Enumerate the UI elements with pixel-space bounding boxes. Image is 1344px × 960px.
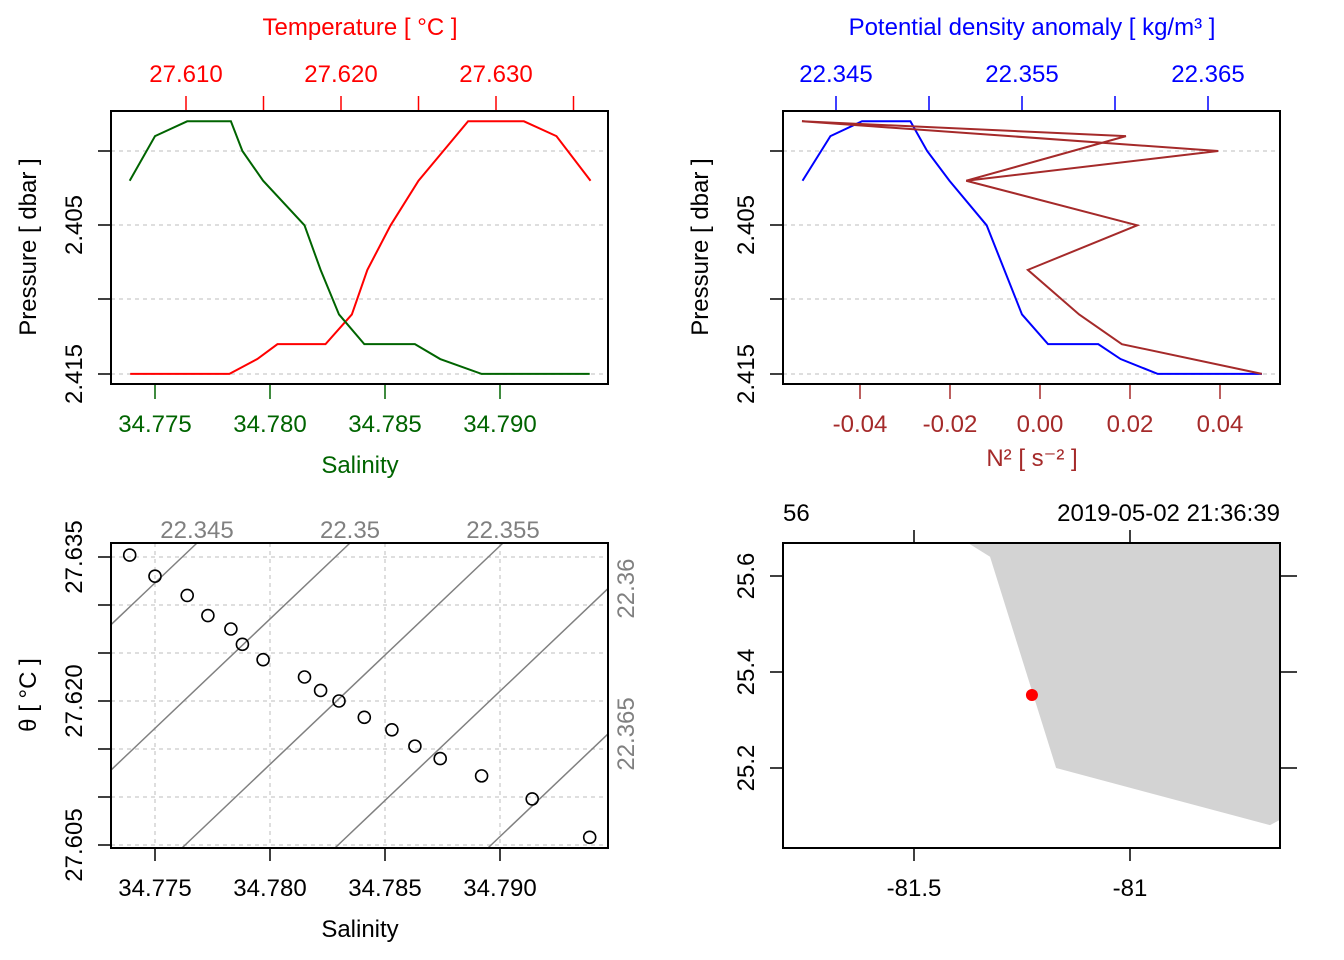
ts-data-point (235, 637, 250, 652)
ts-data-point (474, 769, 489, 783)
density-n2-panel: Potential density anomaly [ kg/m³ ] N² [… (687, 14, 1281, 472)
temperature-tick-label: 27.620 (304, 61, 377, 88)
salinity-tick-label: 34.780 (233, 875, 306, 902)
salinity-profile-line (128, 120, 590, 375)
plot-frame (782, 110, 1281, 385)
plot-frame (110, 542, 609, 849)
station-marker (1025, 689, 1038, 702)
latitude-tick-label: 25.4 (733, 649, 760, 696)
isopycnal-label: 22.355 (466, 517, 539, 544)
ts-data-point (357, 710, 372, 725)
isopycnal-label: 22.345 (160, 517, 233, 544)
salinity-tick-label: 34.785 (348, 411, 421, 438)
ts-data-point (332, 694, 346, 708)
n2-tick-label: 0.02 (1107, 411, 1154, 438)
salinity-tick-label: 34.775 (118, 411, 191, 438)
ts-data-point (385, 722, 399, 737)
ts-data-point (525, 792, 540, 806)
temperature-tick-label: 27.610 (149, 61, 222, 88)
isopycnal-label: 22.35 (320, 517, 380, 544)
station-id: 56 (783, 500, 810, 527)
density-tick-label: 22.345 (799, 61, 872, 88)
station-map-panel: 56 2019-05-02 21:36:39 -81.5 -81 25.6 25.4 2… (733, 500, 1297, 902)
plot-frame (110, 110, 609, 385)
temperature-axis-title: Temperature [ °C ] (263, 14, 458, 41)
salinity-axis-title: Salinity (321, 916, 398, 943)
ts-data-point (122, 548, 137, 562)
ts-data-point (408, 739, 422, 753)
longitude-tick-label: -81.5 (887, 875, 942, 902)
density-profile-line (801, 120, 1262, 375)
temperature-profile-line (130, 120, 592, 375)
salinity-tick-label: 34.780 (233, 411, 306, 438)
longitude-tick-label: -81 (1113, 875, 1148, 902)
isopycnal-line (487, 733, 609, 849)
pressure-tick-label: 2.415 (733, 344, 760, 404)
temperature-tick-label: 27.630 (459, 61, 532, 88)
theta-tick-label: 27.620 (61, 664, 88, 737)
theta-axis-title: θ [ °C ] (15, 658, 42, 732)
ts-data-point (224, 622, 238, 636)
latitude-tick-label: 25.6 (733, 553, 760, 600)
ts-data-point (201, 608, 215, 623)
n2-tick-label: 0.00 (1017, 411, 1064, 438)
n2-tick-label: 0.04 (1197, 411, 1244, 438)
station-time: 2019-05-02 21:36:39 (1057, 500, 1280, 527)
salinity-axis-title: Salinity (321, 452, 398, 479)
theta-tick-label: 27.605 (61, 808, 88, 881)
isopycnal-line (110, 542, 351, 771)
density-tick-label: 22.355 (985, 61, 1058, 88)
salinity-tick-label: 34.790 (463, 875, 536, 902)
pressure-tick-label: 2.405 (733, 195, 760, 255)
latitude-tick-label: 25.2 (733, 745, 760, 792)
n2-tick-label: -0.02 (923, 411, 978, 438)
ts-data-point (297, 670, 312, 684)
ts-diagram-panel: Salinity θ [ °C ] 34.775 34.780 34.785 34.7… (15, 517, 640, 943)
land-polygon (968, 543, 1280, 826)
density-axis-title: Potential density anomaly [ kg/m³ ] (849, 14, 1216, 41)
theta-tick-label: 27.635 (61, 520, 88, 593)
ts-data-point (313, 683, 328, 698)
salinity-tick-label: 34.775 (118, 875, 191, 902)
ts-data-point (582, 830, 597, 845)
ts-data-point (180, 588, 194, 603)
pressure-tick-label: 2.405 (61, 195, 88, 255)
isopycnal-line (110, 542, 198, 626)
salinity-tick-label: 34.790 (463, 411, 536, 438)
ts-data-point (256, 652, 270, 667)
isopycnal-label: 22.36 (613, 559, 640, 619)
isopycnal-lines (110, 542, 609, 849)
n2-profile-line (801, 120, 1263, 375)
n2-tick-label: -0.04 (833, 411, 888, 438)
ts-data-point (433, 751, 448, 766)
n2-axis-title: N² [ s⁻² ] (986, 445, 1077, 472)
map-content (968, 543, 1280, 826)
isopycnal-label: 22.365 (613, 697, 640, 770)
pressure-axis-title: Pressure [ dbar ] (15, 158, 42, 335)
salinity-tick-label: 34.785 (348, 875, 421, 902)
density-tick-label: 22.365 (1171, 61, 1244, 88)
ts-data-point (148, 569, 162, 584)
pressure-axis-title: Pressure [ dbar ] (687, 158, 714, 335)
pressure-tick-label: 2.415 (61, 344, 88, 404)
map-frame (782, 542, 1281, 849)
temperature-salinity-panel: Temperature [ °C ] Salinity Pressure [ d… (15, 14, 609, 479)
isopycnal-line (334, 588, 609, 849)
